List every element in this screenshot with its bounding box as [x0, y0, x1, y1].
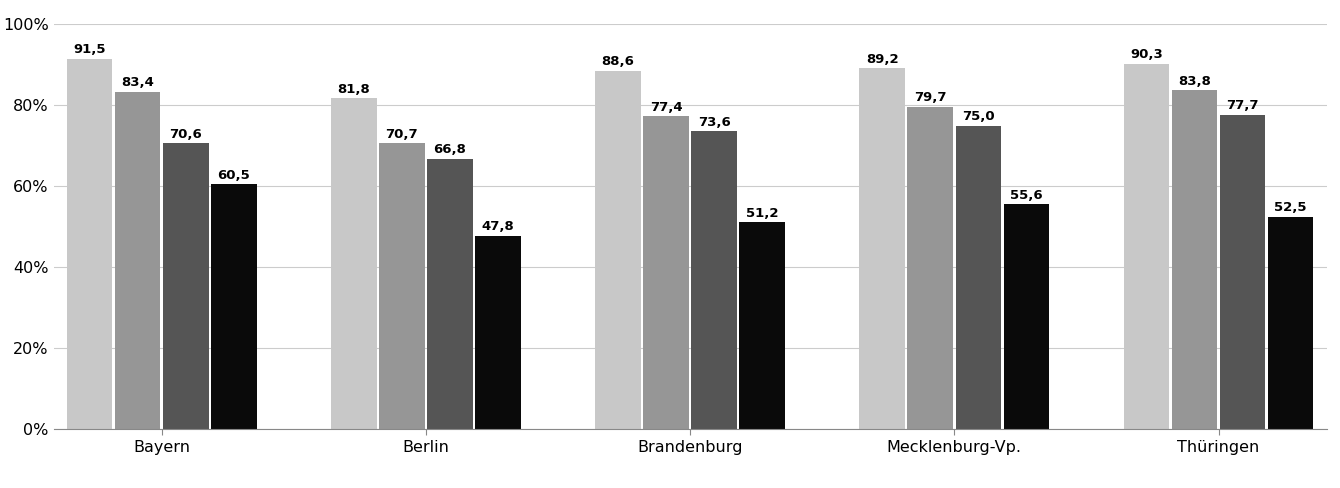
Text: 90,3: 90,3: [1130, 48, 1163, 61]
Bar: [595, 71, 641, 429]
Bar: [163, 143, 209, 429]
Text: 88,6: 88,6: [602, 55, 634, 68]
Text: 52,5: 52,5: [1274, 202, 1306, 214]
Bar: [907, 106, 953, 429]
Bar: [691, 131, 737, 429]
Text: 70,7: 70,7: [386, 128, 418, 141]
Bar: [115, 92, 161, 429]
Text: 79,7: 79,7: [914, 91, 946, 104]
Bar: [955, 126, 1001, 429]
Text: 75,0: 75,0: [962, 110, 994, 123]
Text: 77,7: 77,7: [1226, 99, 1258, 112]
Bar: [379, 143, 425, 429]
Text: 83,8: 83,8: [1178, 75, 1211, 87]
Text: 70,6: 70,6: [169, 128, 202, 141]
Text: 77,4: 77,4: [650, 101, 682, 114]
Bar: [1004, 204, 1049, 429]
Bar: [1219, 115, 1265, 429]
Text: 60,5: 60,5: [217, 169, 251, 182]
Bar: [67, 59, 113, 429]
Text: 51,2: 51,2: [746, 206, 779, 220]
Text: 55,6: 55,6: [1010, 189, 1043, 202]
Bar: [740, 222, 785, 429]
Bar: [476, 236, 521, 429]
Bar: [643, 116, 689, 429]
Text: 66,8: 66,8: [433, 143, 466, 157]
Bar: [210, 184, 256, 429]
Bar: [331, 98, 377, 429]
Text: 73,6: 73,6: [698, 116, 730, 129]
Bar: [1171, 90, 1217, 429]
Bar: [1268, 217, 1313, 429]
Bar: [859, 68, 905, 429]
Text: 81,8: 81,8: [338, 82, 370, 96]
Text: 91,5: 91,5: [74, 43, 106, 57]
Bar: [1124, 64, 1170, 429]
Text: 83,4: 83,4: [121, 76, 154, 89]
Bar: [427, 159, 473, 429]
Text: 47,8: 47,8: [481, 221, 515, 233]
Text: 89,2: 89,2: [866, 53, 899, 66]
